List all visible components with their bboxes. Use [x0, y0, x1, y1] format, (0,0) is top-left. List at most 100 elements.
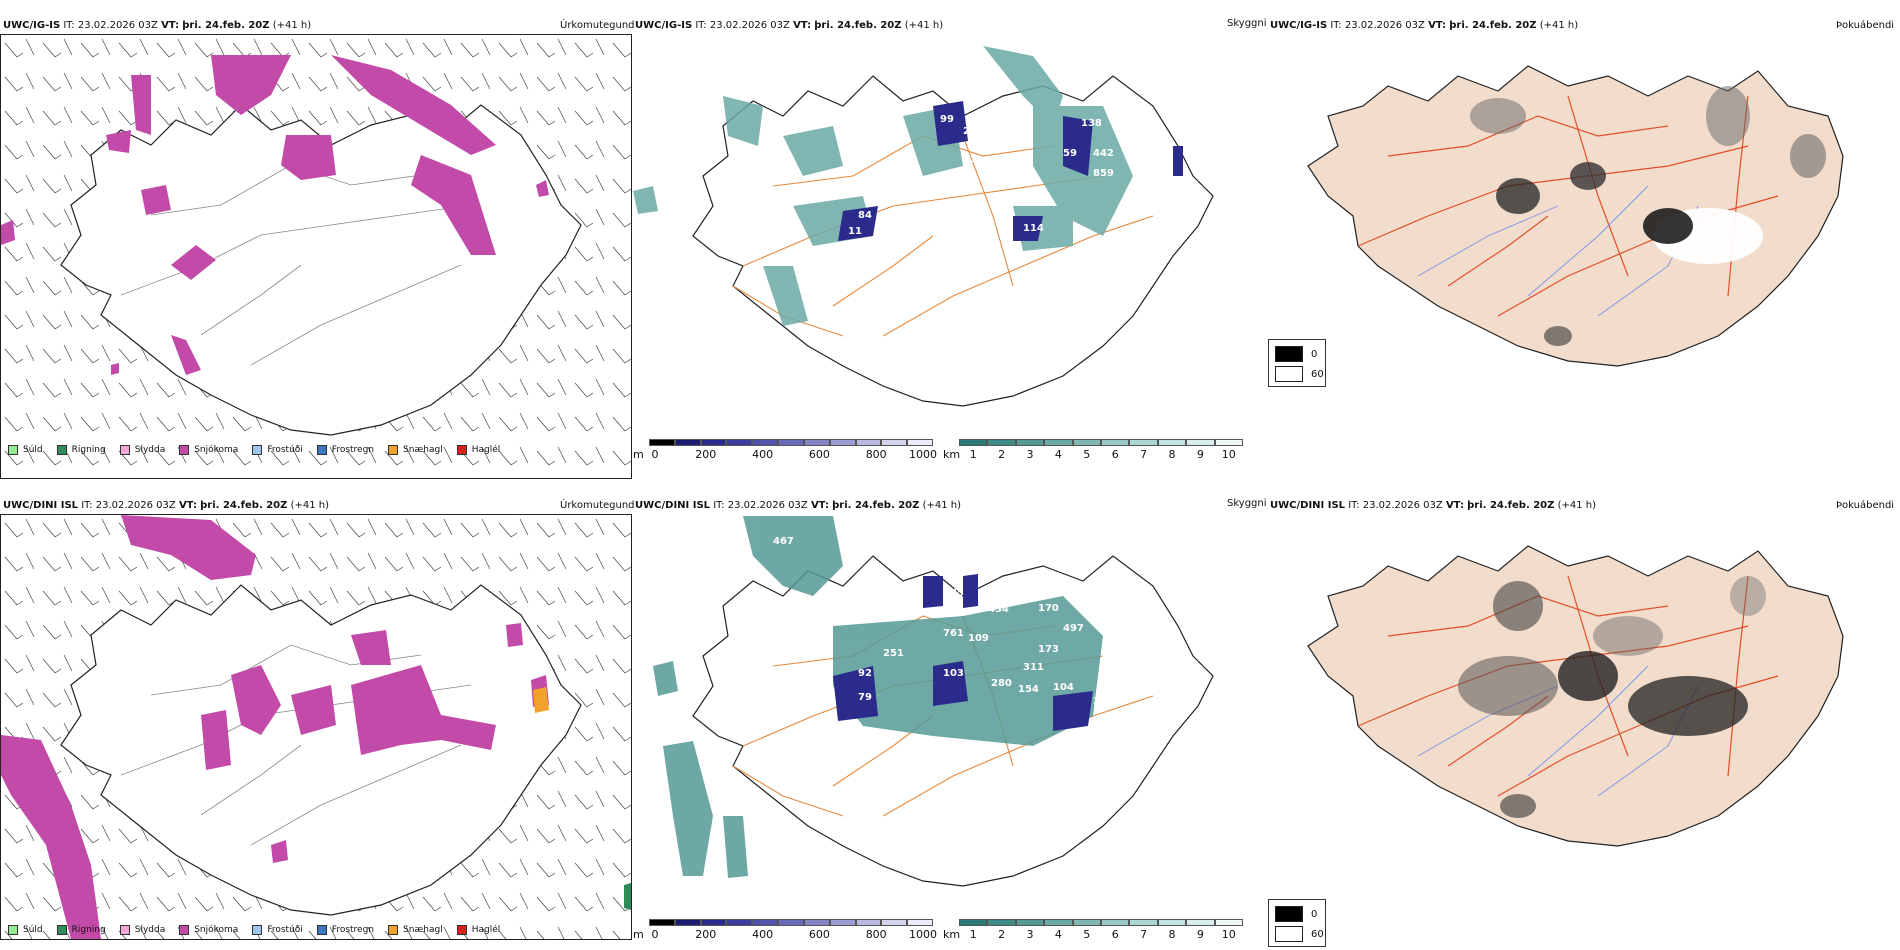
init-time: IT: 23.02.2026 03Z: [713, 500, 808, 511]
legend-item: Snæhagl: [388, 925, 443, 935]
colorbar-tick: 0: [651, 448, 659, 461]
colorbar-tick: 2: [998, 448, 1006, 461]
init-time: IT: 23.02.2026 03Z: [1348, 500, 1443, 511]
panel-precip-type-dini: UWC/DINI ISL IT: 23.02.2026 03Z VT: þri.…: [0, 494, 635, 944]
roads: [1357, 95, 1779, 317]
colorbar-tick: 9: [1196, 928, 1204, 941]
colorbar-segment: [987, 919, 1016, 926]
panel-header: UWC/IG-IS IT: 23.02.2026 03Z VT: þri. 24…: [635, 20, 943, 32]
map-area: [0, 34, 632, 479]
vis-value: 114: [1023, 223, 1044, 234]
panel-header: UWC/DINI ISL IT: 23.02.2026 03Z VT: þri.…: [1270, 500, 1596, 512]
panel-header: UWC/DINI ISL IT: 23.02.2026 03Z VT: þri.…: [635, 500, 961, 512]
colorbar-segment: [1214, 439, 1243, 446]
rain-area: [624, 883, 631, 910]
colorbar-segment: [829, 919, 856, 926]
colorbar-segment: [778, 919, 804, 926]
colorbar-tick: 10: [1221, 928, 1236, 941]
legend-item: Snjókoma: [179, 445, 238, 455]
vis-value: 138: [1081, 118, 1102, 129]
map-area: 99 21 17 98 138 86 59 442 859 84 108 114…: [633, 36, 1268, 436]
vis-value: 251: [883, 648, 904, 659]
vis-value: 104: [1053, 682, 1074, 693]
fog-legend-label: 60: [1311, 368, 1324, 380]
colorbar-segment: [1129, 439, 1158, 446]
map-area: [1268, 516, 1900, 916]
init-time: IT: 23.02.2026 03Z: [63, 20, 158, 31]
colorbar-unit: m: [633, 448, 644, 461]
vis-value: 497: [1063, 623, 1084, 634]
fog-legend: 0 60: [1268, 899, 1326, 947]
model-name: UWC/DINI ISL: [1270, 500, 1346, 511]
legend-item: Haglél: [456, 445, 500, 455]
colorbar-tick: 8: [1168, 448, 1176, 461]
colorbar-tick: 1: [969, 928, 977, 941]
valid-prefix: VT:: [1445, 500, 1464, 511]
coastline: [60, 584, 582, 916]
panel-precip-type-igis: UWC/IG-IS IT: 23.02.2026 03Z VT: þri. 24…: [0, 14, 635, 479]
model-name: UWC/IG-IS: [3, 20, 61, 31]
colorbar-tick: 5: [1083, 448, 1091, 461]
vis-value: 92: [858, 668, 872, 679]
legend-item: Frostúði: [252, 925, 303, 935]
valid-time: þri. 24.feb. 20Z: [200, 500, 288, 511]
init-time: IT: 23.02.2026 03Z: [81, 500, 176, 511]
colorbar-tick: 9: [1196, 448, 1204, 461]
lead-time: (+41 h): [1539, 20, 1579, 31]
vis-value: 103: [943, 668, 964, 679]
vis-value: 98: [1073, 88, 1087, 99]
init-time: IT: 23.02.2026 03Z: [1330, 20, 1425, 31]
vis-value: 108: [943, 208, 964, 219]
valid-prefix: VT:: [161, 20, 180, 31]
legend-item: Súld: [8, 445, 43, 455]
colorbar-segment: [1015, 919, 1045, 926]
vis-value: 761: [943, 628, 964, 639]
model-name: UWC/IG-IS: [635, 20, 693, 31]
legend-item: Slydda: [119, 925, 165, 935]
vis-value: 467: [773, 536, 794, 547]
colorbar-tick: 1000: [909, 928, 937, 941]
panel-header: UWC/DINI ISL IT: 23.02.2026 03Z VT: þri.…: [3, 500, 329, 512]
legend-item: Snjókoma: [179, 925, 238, 935]
colorbar-segment: [1044, 439, 1073, 446]
colorbar-segment: [855, 439, 882, 446]
vis-value: 311: [1023, 662, 1044, 673]
valid-time: þri. 24.feb. 20Z: [1449, 20, 1537, 31]
colorbar-segment: [855, 919, 882, 926]
model-name: UWC/DINI ISL: [635, 500, 711, 511]
panel-fog-igis: UWC/IG-IS IT: 23.02.2026 03Z VT: þri. 24…: [1268, 14, 1900, 464]
colorbar-segment: [674, 919, 701, 926]
colorbar-segment: [1015, 439, 1045, 446]
valid-prefix: VT:: [810, 500, 829, 511]
colorbar-tick: 6: [1111, 448, 1119, 461]
colorbar-segment: [1044, 919, 1073, 926]
colorbar-tick: 200: [695, 928, 717, 941]
colorbar-segment: [1101, 439, 1130, 446]
panel-title: Úrkomutegund: [560, 500, 635, 511]
colorbar-segment: [959, 919, 988, 926]
vis-value: 154: [1018, 684, 1039, 695]
colorbar-segment: [1101, 919, 1130, 926]
visibility-map: 99 21 17 98 138 86 59 442 859 84 108 114…: [633, 46, 1214, 407]
colorbar-segment: [700, 919, 727, 926]
colorbar-segment: [959, 439, 988, 446]
fog-legend: 0 60: [1268, 339, 1326, 387]
vis-value: 88: [913, 846, 927, 857]
colorbar-segment: [803, 439, 830, 446]
fog-legend-label: 60: [1311, 928, 1324, 940]
colorbar-segment: [1186, 439, 1215, 446]
snow-areas: [1, 55, 549, 375]
visibility-m-colorbar: m 0 200 400 600 800 1000: [633, 439, 937, 469]
valid-time: þri. 24.feb. 20Z: [814, 20, 902, 31]
legend-item: Slydda: [119, 445, 165, 455]
lead-time: (+41 h): [272, 20, 312, 31]
vis-value: 115: [929, 838, 950, 849]
visibility-km-colorbar: km 1 2 3 4 5 6 7 8 9 10: [943, 919, 1243, 949]
init-time: IT: 23.02.2026 03Z: [695, 20, 790, 31]
colorbar-tick: 4: [1054, 928, 1062, 941]
colorbar-tick: 1: [969, 448, 977, 461]
lead-time: (+41 h): [290, 500, 330, 511]
vis-value: 21: [963, 126, 977, 137]
map-area: [0, 514, 632, 940]
colorbar-tick: 0: [651, 928, 659, 941]
